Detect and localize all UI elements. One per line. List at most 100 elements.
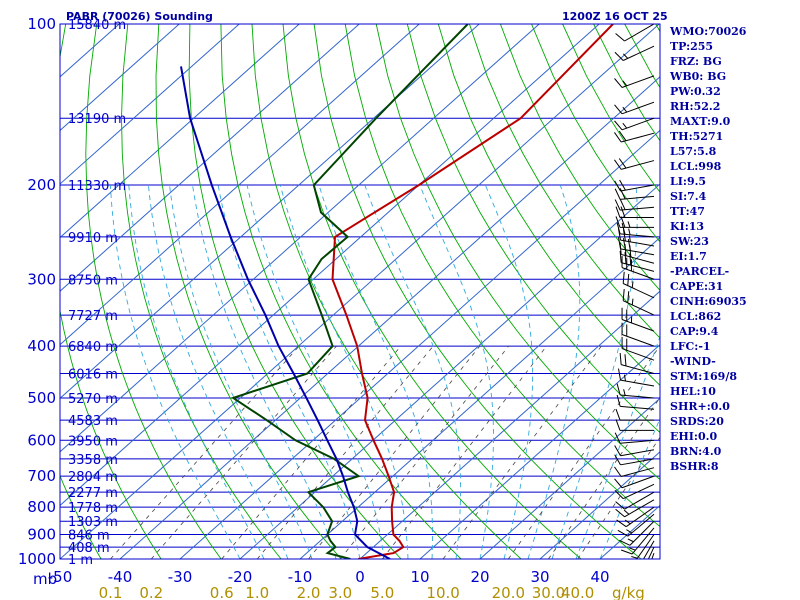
- temperature-tick-label: 40: [590, 568, 609, 586]
- wind-barb: [614, 130, 655, 143]
- index-item: CINH:69035: [670, 295, 747, 308]
- station-title: PABR (70026) Sounding: [66, 10, 213, 23]
- index-item: LCL:862: [670, 310, 722, 323]
- dry-adiabat: [437, 24, 660, 387]
- dry-adiabat: [375, 24, 660, 481]
- dewpoint-trace: [230, 24, 469, 559]
- sounding-traces: [180, 24, 614, 559]
- temperature-labels: -50 -40 -30 -20 -10 0 10 20 30 40: [48, 568, 610, 586]
- valid-time: 1200Z 16 OCT 25: [562, 10, 668, 23]
- height-label: 5270 m: [68, 392, 118, 407]
- parcel-trace: [180, 66, 391, 559]
- plot-frame: [59, 23, 661, 560]
- dry-adiabat: [499, 24, 660, 291]
- wind-barb: [620, 527, 655, 555]
- dry-adiabat: [251, 24, 522, 559]
- index-item: MAXT:9.0: [670, 115, 731, 128]
- index-item: EI:1.7: [670, 250, 707, 263]
- moist-adiabat: [318, 184, 433, 559]
- temperature-tick-label: 0: [355, 568, 365, 586]
- wind-barb: [617, 513, 655, 537]
- wind-barb: [614, 432, 655, 444]
- dry-adiabat: [155, 24, 342, 559]
- height-label: 1 m: [68, 553, 93, 568]
- wind-barb: [622, 271, 655, 299]
- isotherm-line: [119, 76, 660, 559]
- mixing-ratio-line: [577, 436, 660, 559]
- index-item: SRDS:20: [670, 415, 724, 428]
- index-item: EHI:0.0: [670, 430, 718, 443]
- index-item: LCL:998: [670, 160, 722, 173]
- wind-barb: [614, 188, 655, 200]
- dry-adiabat: [188, 24, 402, 559]
- wind-barb: [614, 179, 655, 192]
- height-label: 846 m: [68, 529, 110, 544]
- index-item: FRZ: BG: [670, 55, 722, 68]
- wind-barb: [615, 419, 654, 431]
- isotherm-line: [60, 24, 180, 132]
- mixing-ratio-tick-label: 1.0: [245, 584, 269, 600]
- height-label: 15840 m: [68, 18, 126, 33]
- mixing-ratio-line: [150, 345, 337, 559]
- wind-barb: [647, 546, 655, 559]
- wind-barb: [622, 289, 655, 316]
- wind-barb: [617, 237, 655, 256]
- isotherm-line: [60, 24, 360, 292]
- wind-barb: [614, 445, 655, 457]
- moist-adiabat: [109, 185, 241, 559]
- mixing-ratio-tick-label: 30.0: [532, 584, 565, 600]
- wind-barb: [619, 352, 655, 374]
- wind-barb: [616, 383, 655, 399]
- isotherm-line: [299, 236, 660, 559]
- index-item: L57:5.8: [670, 145, 717, 158]
- wind-barb: [623, 534, 655, 559]
- index-item: STM:169/8: [670, 370, 737, 383]
- height-label: 11330 m: [68, 179, 126, 194]
- height-label: 2277 m: [68, 486, 118, 501]
- dry-adiabat: [220, 24, 462, 559]
- pressure-tick-label: 200: [27, 176, 56, 194]
- pressure-tick-label: 900: [27, 526, 56, 544]
- dry-adiabat: [780, 24, 800, 559]
- height-label: 2804 m: [68, 470, 118, 485]
- isotherm-line: [419, 344, 660, 559]
- wind-barb: [616, 394, 655, 410]
- moist-adiabat: [527, 184, 581, 559]
- index-item: SHR+:0.0: [670, 400, 730, 413]
- wind-barb: [614, 198, 655, 211]
- mixing-ratio-tick-label: 3.0: [328, 584, 352, 600]
- mixing-ratio-tick-label: 40.0: [561, 584, 594, 600]
- height-label: 1778 m: [68, 501, 118, 516]
- height-label: 6016 m: [68, 367, 118, 382]
- isotherm-line: [60, 24, 600, 507]
- moist-adiabat: [217, 185, 361, 559]
- dry-adiabat: [85, 24, 222, 559]
- height-label: 408 m: [68, 541, 110, 556]
- mixing-ratio-tick-label: 2.0: [297, 584, 321, 600]
- index-item: HEL:10: [670, 385, 716, 398]
- wind-barb: [615, 216, 654, 228]
- moist-adiabat: [575, 335, 660, 559]
- moist-adiabat: [279, 184, 409, 559]
- temperature-tick-label: -30: [168, 568, 193, 586]
- mixing-ratio-line: [110, 345, 300, 559]
- wind-barb: [619, 520, 655, 546]
- temperature-tick-label: -20: [228, 568, 253, 586]
- wind-barb: [617, 368, 655, 387]
- moist-adiabat: [192, 185, 337, 559]
- isotherm-line: [479, 397, 660, 559]
- height-label: 7727 m: [68, 309, 118, 324]
- moist-adiabat: [169, 185, 313, 559]
- mixing-ratio-labels: 0.1 0.2 0.6 1.0 2.0 3.0 5.0 10.0 20.0 30.040.0: [99, 584, 595, 600]
- wind-barb: [617, 228, 655, 247]
- wind-barb: [614, 158, 655, 170]
- moist-adiabat: [364, 184, 462, 559]
- mixing-ratio-tick-label: 0.1: [99, 584, 123, 600]
- wind-barb: [614, 45, 655, 61]
- isotherm-line: [60, 24, 660, 559]
- pressure-labels: 100 200 300 400 500 600 700 800 900 1000: [18, 15, 56, 568]
- wind-barb: [616, 222, 655, 238]
- index-item: CAP:9.4: [670, 325, 719, 338]
- temperature-trace: [331, 24, 614, 559]
- height-label: 6840 m: [68, 340, 118, 355]
